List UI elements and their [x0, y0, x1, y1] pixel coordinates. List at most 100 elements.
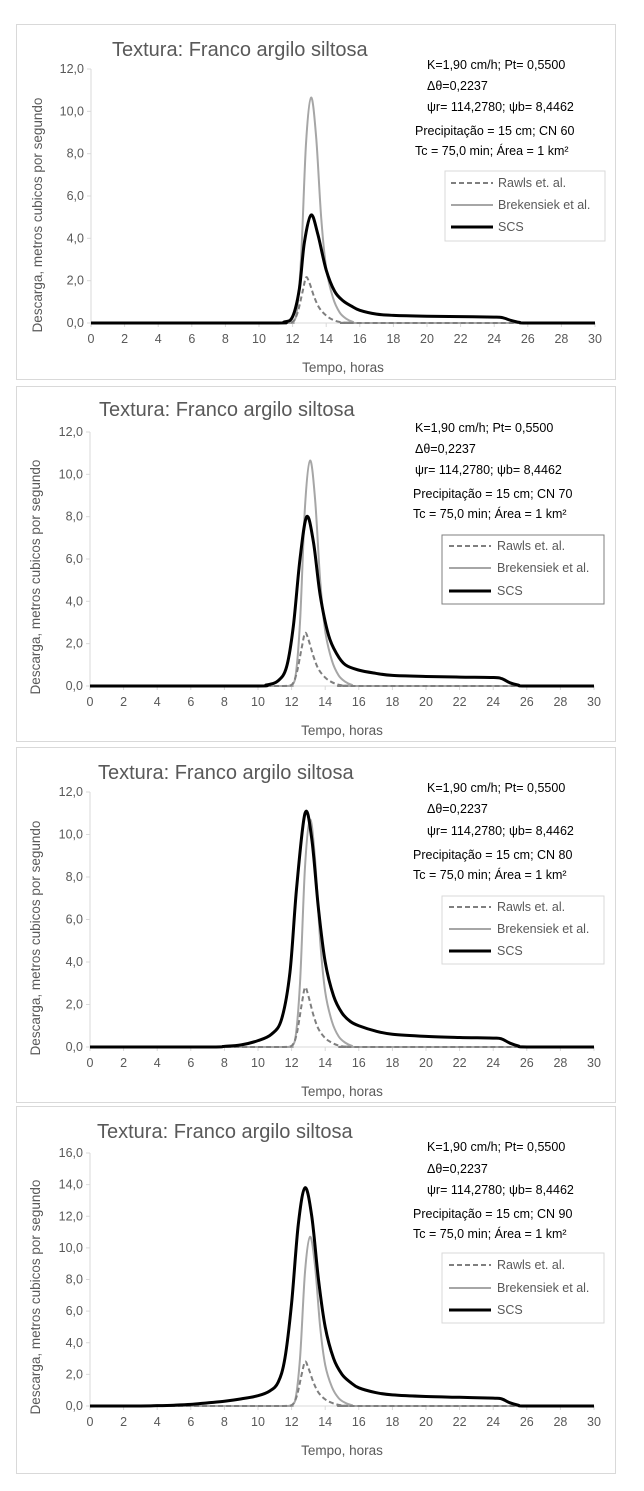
y-axis-label: Descarga, metros cubicos por segundo	[28, 1180, 43, 1415]
param-k-pt: K=1,90 cm/h; Pt= 0,5500	[415, 421, 553, 435]
x-tick-label: 20	[419, 1056, 433, 1070]
axes: 0,02,04,06,08,010,012,00 2 4 6 8 10 12 14 16 18 20…	[59, 785, 601, 1070]
y-tick-label: 16,0	[59, 1146, 83, 1160]
series-line-rawls	[90, 1360, 594, 1407]
x-tick-label: 4	[154, 695, 161, 709]
x-tick-label: 12	[285, 1056, 299, 1070]
x-tick-label: 8	[222, 332, 229, 346]
param-precipitation-cn: Precipitação = 15 cm; CN 70	[413, 487, 572, 501]
legend: Rawls et. al. Brekensiek et al. SCS	[441, 534, 605, 605]
x-tick-label: 14	[318, 1056, 332, 1070]
x-tick-label: 22	[453, 1415, 467, 1429]
y-tick-label: 2,0	[66, 1367, 83, 1381]
param-delta-theta: Δθ=0,2237	[427, 802, 488, 816]
x-tick-label: 6	[188, 332, 195, 346]
param-precipitation-cn: Precipitação = 15 cm; CN 90	[413, 1207, 572, 1221]
x-tick-label: 12	[285, 1415, 299, 1429]
x-tick-label: 16	[352, 1415, 366, 1429]
x-tick-label: 18	[385, 1056, 399, 1070]
chart-title: Textura: Franco argilo siltosa	[97, 1121, 354, 1143]
x-tick-label: 10	[251, 1056, 265, 1070]
chart-title: Textura: Franco argilo siltosa	[112, 39, 369, 61]
x-tick-label: 4	[155, 332, 162, 346]
legend-label-scs: SCS	[497, 1303, 523, 1317]
series-line-brekensiek	[90, 459, 594, 687]
x-tick-label: 22	[453, 695, 467, 709]
x-axis-label: Tempo, horas	[301, 1084, 383, 1099]
y-tick-label: 8,0	[66, 1273, 83, 1287]
legend: Rawls et. al. Brekensiek et al. SCS	[441, 895, 605, 965]
y-tick-label: 0,0	[66, 679, 83, 693]
y-tick-label: 0,0	[66, 1399, 83, 1413]
legend-label-brekensiek: Brekensiek et al.	[497, 561, 589, 575]
y-tick-label: 10,0	[59, 467, 83, 481]
x-tick-label: 28	[553, 1415, 567, 1429]
x-tick-label: 22	[454, 332, 468, 346]
x-tick-label: 10	[251, 695, 265, 709]
x-tick-label: 8	[221, 1415, 228, 1429]
x-tick-label: 2	[120, 1415, 127, 1429]
legend-label-rawls: Rawls et. al.	[497, 539, 565, 553]
param-tc-area: Tc = 75,0 min; Área = 1 km²	[413, 867, 567, 882]
param-tc-area: Tc = 75,0 min; Área = 1 km²	[413, 506, 567, 521]
param-k-pt: K=1,90 cm/h; Pt= 0,5500	[427, 781, 565, 795]
param-psi: ψr= 114,2780; ψb= 8,4462	[427, 1183, 574, 1197]
y-tick-label: 12,0	[59, 785, 83, 799]
y-tick-label: 6,0	[67, 189, 84, 203]
x-tick-label: 28	[553, 1056, 567, 1070]
y-tick-label: 2,0	[67, 274, 84, 288]
param-tc-area: Tc = 75,0 min; Área = 1 km²	[413, 1226, 567, 1241]
x-axis-label: Tempo, horas	[301, 723, 383, 738]
y-tick-label: 4,0	[67, 231, 84, 245]
series-line-rawls	[90, 631, 594, 687]
series-line-brekensiek	[90, 96, 595, 325]
series-line-scs	[90, 213, 595, 325]
chart-panel-cn60: Textura: Franco argilo siltosa K=1,90 cm…	[16, 24, 616, 380]
legend-label-scs: SCS	[498, 220, 524, 234]
legend-label-brekensiek: Brekensiek et al.	[498, 198, 590, 212]
x-tick-label: 26	[520, 695, 534, 709]
series-lines	[90, 96, 595, 325]
x-tick-label: 18	[385, 1415, 399, 1429]
x-tick-label: 16	[352, 1056, 366, 1070]
x-tick-label: 30	[588, 332, 602, 346]
y-tick-label: 6,0	[66, 552, 83, 566]
param-k-pt: K=1,90 cm/h; Pt= 0,5500	[427, 1140, 565, 1154]
x-tick-label: 20	[420, 332, 434, 346]
hydrograph-chart: Textura: Franco argilo siltosa K=1,90 cm…	[28, 762, 605, 1099]
x-tick-label: 16	[353, 332, 367, 346]
y-tick-label: 8,0	[66, 870, 83, 884]
x-tick-label: 30	[587, 1056, 601, 1070]
y-axis-label: Descarga, metros cubicos por segundo	[30, 98, 45, 333]
x-tick-label: 0	[88, 332, 95, 346]
x-tick-label: 10	[252, 332, 266, 346]
param-precipitation-cn: Precipitação = 15 cm; CN 60	[415, 124, 574, 138]
x-tick-label: 28	[554, 332, 568, 346]
y-tick-label: 6,0	[66, 1304, 83, 1318]
series-lines	[90, 1186, 594, 1408]
series-lines	[90, 459, 594, 688]
y-tick-label: 10,0	[59, 1241, 83, 1255]
legend-label-scs: SCS	[497, 584, 523, 598]
x-tick-label: 4	[154, 1056, 161, 1070]
param-tc-area: Tc = 75,0 min; Área = 1 km²	[415, 143, 569, 158]
y-tick-label: 4,0	[66, 1336, 83, 1350]
x-axis-label: Tempo, horas	[302, 360, 384, 375]
y-tick-label: 10,0	[59, 828, 83, 842]
x-tick-label: 14	[318, 695, 332, 709]
y-tick-label: 0,0	[66, 1040, 83, 1054]
y-tick-label: 2,0	[66, 637, 83, 651]
x-tick-label: 24	[486, 1415, 500, 1429]
series-line-rawls	[90, 986, 594, 1048]
hydrograph-chart: Textura: Franco argilo siltosa K=1,90 cm…	[28, 1121, 605, 1458]
y-tick-label: 12,0	[59, 425, 83, 439]
x-tick-label: 24	[486, 1056, 500, 1070]
y-tick-label: 12,0	[60, 62, 84, 76]
x-tick-label: 0	[87, 1415, 94, 1429]
chart-title: Textura: Franco argilo siltosa	[98, 762, 355, 784]
x-tick-label: 24	[487, 332, 501, 346]
param-psi: ψr= 114,2780; ψb= 8,4462	[415, 463, 562, 477]
x-tick-label: 24	[486, 695, 500, 709]
y-tick-label: 8,0	[67, 147, 84, 161]
chart-panel-cn90: Textura: Franco argilo siltosa K=1,90 cm…	[16, 1106, 616, 1474]
